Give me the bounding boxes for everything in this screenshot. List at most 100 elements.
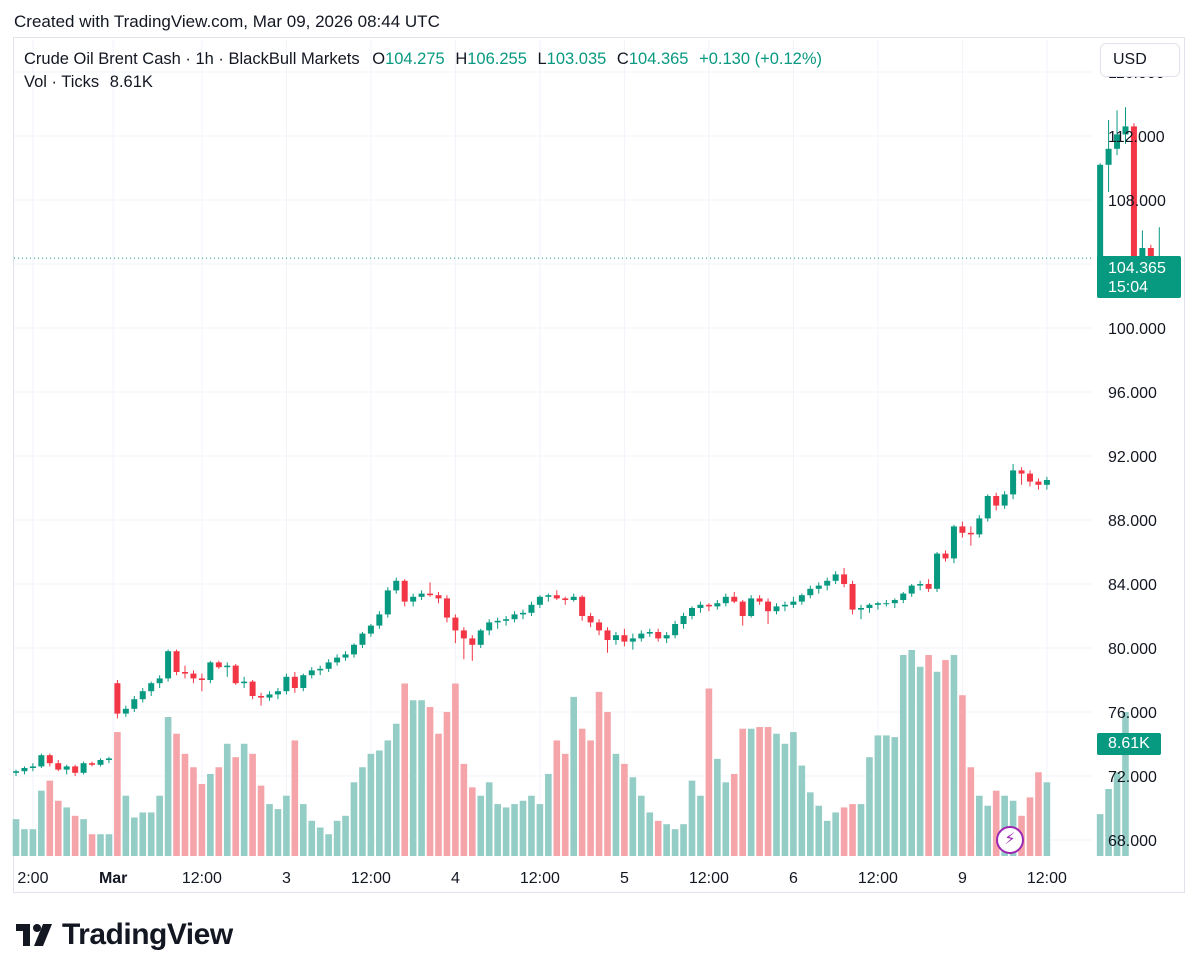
volume-bar xyxy=(198,783,206,856)
candle-body xyxy=(1122,126,1129,135)
volume-legend: Vol · Ticks 8.61K xyxy=(24,73,153,92)
volume-bar xyxy=(409,700,417,856)
candle-body xyxy=(545,595,552,597)
volume-bar xyxy=(730,773,738,856)
candle-body xyxy=(917,584,924,586)
candle-body xyxy=(528,604,535,613)
y-tick-label: 84.000 xyxy=(1108,577,1157,594)
candle-body xyxy=(21,768,28,772)
volume-bar xyxy=(469,787,476,856)
volume-bar xyxy=(131,817,138,856)
last-price-tag: 104.365 15:04 xyxy=(1097,256,1181,298)
volume-label[interactable]: Vol · Ticks xyxy=(24,73,100,91)
candle-body xyxy=(1010,470,1017,495)
volume-bar xyxy=(215,767,223,856)
candle-body xyxy=(900,593,907,600)
volume-bars xyxy=(12,650,1129,856)
volume-bar xyxy=(790,732,797,856)
candle-body xyxy=(410,596,417,602)
currency-button[interactable]: USD xyxy=(1100,43,1180,77)
candle-body xyxy=(832,574,839,581)
volume-bar xyxy=(63,807,70,856)
candle-body xyxy=(494,620,501,623)
volume-bar xyxy=(933,671,941,856)
candle-body xyxy=(638,633,645,639)
candle-body xyxy=(182,672,188,674)
volume-bar xyxy=(367,753,375,856)
volume-bar xyxy=(519,800,527,856)
volume-bar xyxy=(984,805,992,856)
volume-bar xyxy=(443,711,451,856)
volume-bar xyxy=(967,767,975,856)
y-tick-label: 80.000 xyxy=(1108,641,1157,658)
candle-body xyxy=(1130,126,1137,268)
x-tick-label: 12:00 xyxy=(520,870,560,887)
volume-bar xyxy=(147,812,155,856)
symbol-title[interactable]: Crude Oil Brent Cash · 1h · BlackBull Ma… xyxy=(24,50,360,68)
candle-body xyxy=(308,670,315,676)
volume-bar xyxy=(190,767,197,856)
x-tick-label: 4 xyxy=(451,870,460,887)
volume-bar xyxy=(883,735,890,856)
candle-body xyxy=(342,654,349,658)
volume-bar xyxy=(164,716,172,856)
volume-bar xyxy=(511,804,518,856)
volume-bar xyxy=(54,800,62,856)
volume-bar xyxy=(773,733,780,856)
x-tick-label: 12:00 xyxy=(689,870,729,887)
y-tick-label: 76.000 xyxy=(1108,705,1157,722)
volume-bar xyxy=(325,834,332,856)
lightning-icon[interactable]: ⚡ xyxy=(996,826,1024,854)
candle-body xyxy=(993,496,1000,506)
volume-bar xyxy=(1105,789,1112,856)
close-value: 104.365 xyxy=(628,50,689,68)
volume-bar xyxy=(232,757,239,856)
volume-bar xyxy=(604,711,611,856)
candle-body xyxy=(55,763,62,770)
x-tick-label: 12:00 xyxy=(1027,870,1067,887)
volume-bar xyxy=(553,740,561,856)
candle-body xyxy=(596,622,603,631)
x-tick-label: 9 xyxy=(958,870,967,887)
volume-bar xyxy=(1026,797,1034,856)
volume-bar xyxy=(316,827,324,856)
y-tick-label: 68.000 xyxy=(1108,833,1157,850)
candle-body xyxy=(156,678,163,684)
candle-body xyxy=(874,603,881,605)
candle-body xyxy=(967,532,974,535)
volume-bar xyxy=(654,820,662,856)
volume-bar xyxy=(392,723,400,856)
x-tick-label: 6 xyxy=(789,870,798,887)
y-tick-label: 108.000 xyxy=(1108,193,1166,210)
volume-bar xyxy=(857,804,865,856)
volume-bar xyxy=(342,815,349,856)
open-value: 104.275 xyxy=(385,50,445,68)
volume-bar xyxy=(257,785,265,856)
candle-body xyxy=(536,596,543,605)
candle-body xyxy=(351,644,357,655)
candle-body xyxy=(849,584,856,610)
candle-body xyxy=(689,608,695,616)
candle-body xyxy=(579,596,586,616)
volume-bar xyxy=(122,795,130,856)
candle-body xyxy=(587,616,594,623)
volume-bar xyxy=(781,743,789,856)
candle-body xyxy=(317,668,324,671)
candle-body xyxy=(511,614,518,620)
volume-bar xyxy=(747,728,755,856)
volume-bar xyxy=(587,740,594,856)
candle-body xyxy=(486,622,493,631)
candle-body xyxy=(190,673,197,679)
low-value: 103.035 xyxy=(546,50,607,68)
volume-bar xyxy=(435,733,442,856)
volume-bar xyxy=(849,804,856,856)
candle-body xyxy=(1147,248,1154,260)
candle-body xyxy=(925,584,932,589)
volume-bar xyxy=(891,737,899,856)
tradingview-logo-text: TradingView xyxy=(62,918,233,951)
candle-body xyxy=(1035,481,1042,485)
volume-bar xyxy=(899,655,907,856)
volume-bar xyxy=(477,795,485,856)
candle-body xyxy=(824,580,831,586)
